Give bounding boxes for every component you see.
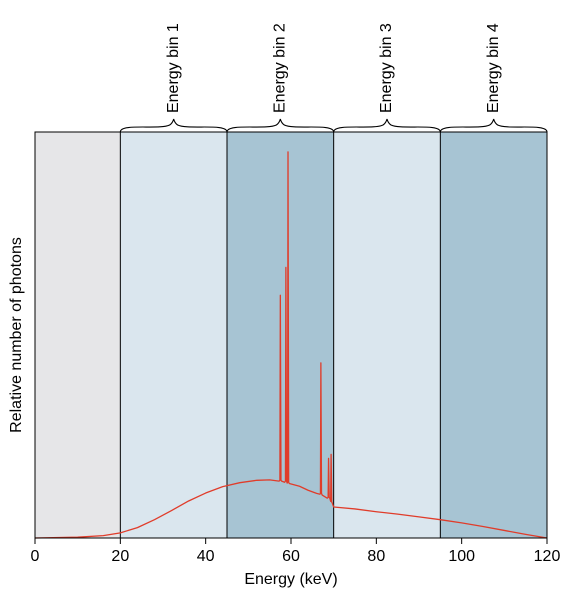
bin-braces: Energy bin 1 Energy bin 2 Energy bin 3 Ener…: [119, 23, 548, 133]
bin-label-1: Energy bin 1: [165, 23, 182, 113]
energy-bin-regions: [35, 132, 547, 538]
x-tick-label-3: 60: [282, 548, 300, 565]
x-tick-label-4: 80: [367, 548, 385, 565]
spectrum-line-0: [34, 151, 548, 539]
bin-label-4: Energy bin 4: [485, 23, 502, 113]
energy-bin-region-0: [35, 132, 121, 538]
bin-brace-2: [226, 118, 335, 133]
bin-label-3: Energy bin 3: [378, 23, 395, 113]
energy-bin-region-3: [333, 132, 441, 538]
bin-label-2: Energy bin 2: [272, 23, 289, 113]
x-tick-label-5: 100: [448, 548, 475, 565]
spectrum-line-layer: [34, 151, 548, 539]
x-tick-label-2: 40: [197, 548, 215, 565]
bin-brace-4: [439, 118, 548, 133]
bin-brace-1: [119, 118, 228, 133]
x-tick-label-6: 120: [534, 548, 561, 565]
y-axis-label: Relative number of photons: [8, 237, 25, 433]
x-axis-label: Energy (keV): [244, 571, 337, 588]
energy-bin-region-4: [440, 132, 547, 538]
x-tick-label-1: 20: [111, 548, 129, 565]
bin-brace-3: [333, 118, 441, 133]
energy-bin-region-1: [120, 132, 227, 538]
x-tick-label-0: 0: [31, 548, 40, 565]
x-axis: 0 20 40 60 80 100 120: [31, 538, 561, 565]
